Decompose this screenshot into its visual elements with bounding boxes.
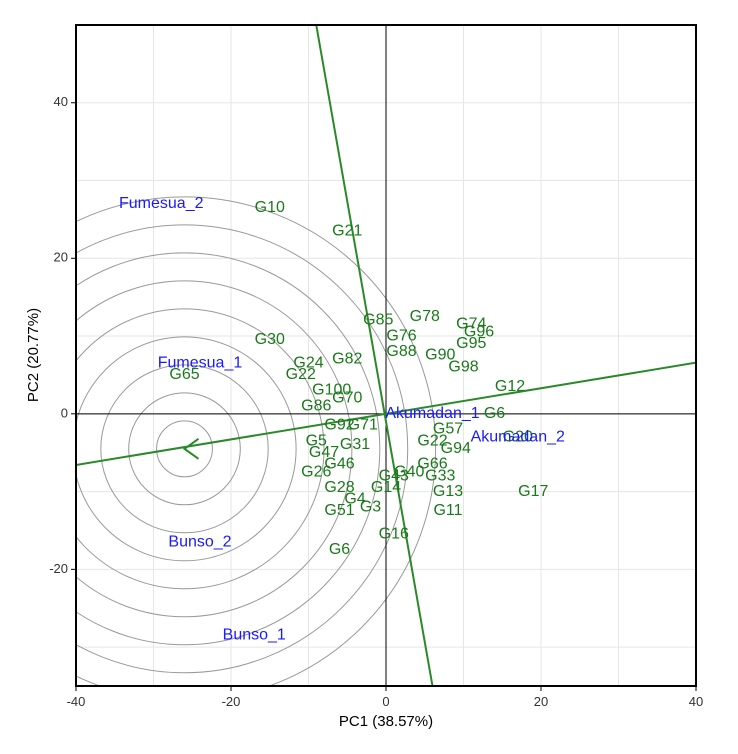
concentric-circle xyxy=(76,336,297,562)
genotype-label: G16 xyxy=(379,526,409,543)
x-axis-title: PC1 (38.57%) xyxy=(339,713,433,730)
y-tick-label: 40 xyxy=(54,94,68,109)
genotype-label: G98 xyxy=(448,358,478,375)
y-tick-label: 20 xyxy=(54,250,68,265)
concentric-circle xyxy=(76,280,353,618)
environment-label: Fumesua_2 xyxy=(119,195,204,212)
genotype-label: G76 xyxy=(386,327,416,344)
genotype-label: G51 xyxy=(324,502,354,519)
genotype-label: G71 xyxy=(348,417,378,434)
genotype-label: G46 xyxy=(324,456,354,473)
genotype-label: G4 xyxy=(344,491,365,508)
genotype-label: G31 xyxy=(340,436,370,453)
genotype-label: G92 xyxy=(324,417,354,434)
concentric-circle xyxy=(76,252,381,646)
genotype-label: G26 xyxy=(301,463,331,480)
genotype-label: G100 xyxy=(312,382,351,399)
genotype-label: G88 xyxy=(386,343,416,360)
aea-arrow-head xyxy=(182,438,200,460)
genotype-label: G20 xyxy=(503,428,533,445)
genotype-label: G78 xyxy=(410,308,440,325)
genotype-label: G24 xyxy=(293,354,323,371)
genotype-label: G6 xyxy=(329,541,350,558)
genotype-label: G22 xyxy=(417,432,447,449)
concentric-circle xyxy=(100,364,269,534)
x-tick-label: 0 xyxy=(382,694,389,709)
concentric-circle xyxy=(128,392,241,506)
genotype-label: G57 xyxy=(433,421,463,438)
y-axis-ticks: -20 0 20 40 xyxy=(49,94,76,576)
concentric-circle xyxy=(76,224,409,674)
x-axis-ticks: -40 -20 0 20 40 xyxy=(67,686,703,709)
average-environment-axis xyxy=(76,25,696,686)
concentric-circle xyxy=(76,308,325,590)
environment-label: Akumadan_1 xyxy=(385,405,479,422)
x-tick-label: 20 xyxy=(534,694,548,709)
genotype-label: G95 xyxy=(456,335,486,352)
genotype-label: G6 xyxy=(484,405,505,422)
genotype-label: G85 xyxy=(363,312,393,329)
genotype-label: G65 xyxy=(169,366,199,383)
aea-line xyxy=(76,361,696,466)
aea-perpendicular-line xyxy=(315,25,434,686)
genotype-label: G40 xyxy=(394,463,424,480)
environment-label: Akumadan_2 xyxy=(471,428,565,445)
genotype-label: G13 xyxy=(433,483,463,500)
x-tick-label: -40 xyxy=(67,694,86,709)
genotype-label: G10 xyxy=(255,199,285,216)
genotype-label: G47 xyxy=(309,444,339,461)
y-tick-label: -20 xyxy=(49,561,68,576)
concentric-circles xyxy=(76,196,437,686)
environment-label: Bunso_1 xyxy=(223,627,286,644)
genotype-label: G14 xyxy=(371,479,401,496)
genotype-label: G30 xyxy=(255,331,285,348)
x-tick-label: -20 xyxy=(222,694,241,709)
genotype-label: G12 xyxy=(495,378,525,395)
concentric-circle xyxy=(156,420,213,478)
genotype-label: G17 xyxy=(518,483,548,500)
genotype-label: G90 xyxy=(425,347,455,364)
environment-label: Bunso_2 xyxy=(168,533,231,550)
genotype-label: G96 xyxy=(464,323,494,340)
genotype-label: G66 xyxy=(417,456,447,473)
genotype-label: G43 xyxy=(379,467,409,484)
genotype-label: G21 xyxy=(332,222,362,239)
environment-label: Fumesua_1 xyxy=(158,354,243,371)
genotype-label: G28 xyxy=(324,479,354,496)
genotype-label: G11 xyxy=(433,502,462,519)
concentric-circle xyxy=(76,196,437,686)
genotype-label: G5 xyxy=(306,432,327,449)
environment-labels: Fumesua_2 Fumesua_1 Bunso_2 Bunso_1 Akumadan… xyxy=(119,195,565,644)
genotype-label: G82 xyxy=(332,351,362,368)
genotype-label: G70 xyxy=(332,389,362,406)
genotype-label: G22 xyxy=(286,366,316,383)
genotype-label: G86 xyxy=(301,397,331,414)
genotype-label: G3 xyxy=(360,498,381,515)
genotype-label: G74 xyxy=(456,316,486,333)
genotype-label: G33 xyxy=(425,467,455,484)
genotype-label: G94 xyxy=(441,440,471,457)
y-tick-label: 0 xyxy=(61,405,68,420)
y-axis-title: PC2 (20.77%) xyxy=(25,308,42,402)
x-tick-label: 40 xyxy=(689,694,703,709)
